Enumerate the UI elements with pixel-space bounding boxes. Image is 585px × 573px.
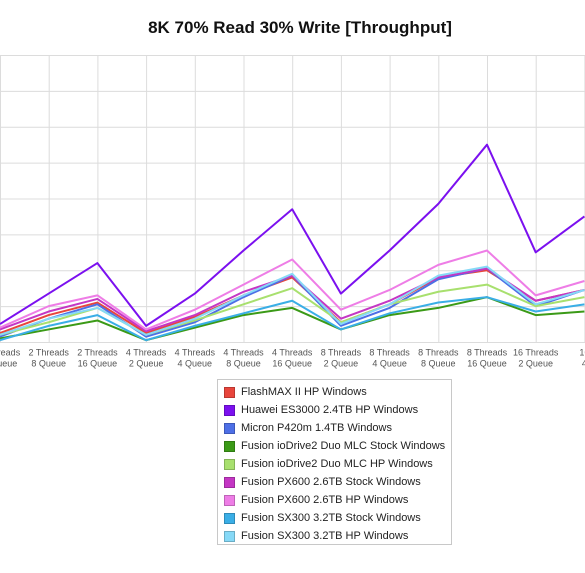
legend-label: Fusion ioDrive2 Duo MLC HP Windows [241, 458, 433, 470]
legend-swatch [224, 530, 235, 542]
legend-item: Fusion SX300 3.2TB Stock Windows [224, 509, 451, 527]
legend-item: Fusion PX600 2.6TB Stock Windows [224, 473, 451, 491]
x-tick-label: 4 Threads 4 Queue [175, 348, 216, 369]
legend-swatch [224, 386, 235, 398]
x-tick-label: 8 Threads 8 Queue [418, 348, 459, 369]
legend-item: Fusion PX600 2.6TB HP Windows [224, 491, 451, 509]
legend-label: FlashMAX II HP Windows [241, 386, 367, 398]
legend-item: FlashMAX II HP Windows [224, 383, 451, 401]
legend-item: Fusion ioDrive2 Duo MLC HP Windows [224, 455, 451, 473]
x-tick-label: 4 Threads 2 Queue [126, 348, 167, 369]
x-tick-label: 8 Threads 4 Queue [369, 348, 410, 369]
series-lines [0, 143, 585, 342]
legend-swatch [224, 458, 235, 470]
chart-title: 8K 70% Read 30% Write [Throughput] [148, 18, 452, 37]
x-tick-label: 4 Threads 16 Queue [272, 348, 313, 369]
legend-label: Huawei ES3000 2.4TB HP Windows [241, 404, 419, 416]
legend-label: Micron P420m 1.4TB Windows [241, 422, 392, 434]
legend-item: Fusion ioDrive2 Duo MLC Stock Windows [224, 437, 451, 455]
series-line [0, 143, 585, 327]
legend-label: Fusion PX600 2.6TB HP Windows [241, 494, 409, 506]
legend-label: Fusion PX600 2.6TB Stock Windows [241, 476, 421, 488]
legend-swatch [224, 440, 235, 452]
legend-swatch [224, 512, 235, 524]
series-line [0, 249, 585, 331]
x-tick-label: 8 Threads 16 Queue [467, 348, 508, 369]
legend-swatch [224, 494, 235, 506]
legend-item: Huawei ES3000 2.4TB HP Windows [224, 401, 451, 419]
legend-item: Fusion SX300 3.2TB HP Windows [224, 527, 451, 545]
legend-item: Micron P420m 1.4TB Windows [224, 419, 451, 437]
series-line [0, 269, 585, 335]
x-tick-label: 16 Threads 2 Queue [513, 348, 559, 369]
legend-swatch [224, 404, 235, 416]
x-tick-label: 164 [579, 348, 585, 369]
x-tick-label: 4 Threads 8 Queue [223, 348, 264, 369]
series-line [0, 265, 585, 336]
legend: FlashMAX II HP Windows Huawei ES3000 2.4T… [217, 379, 452, 545]
x-tick-label: 8 Threads 2 Queue [321, 348, 362, 369]
legend-label: Fusion SX300 3.2TB Stock Windows [241, 512, 421, 524]
legend-label: Fusion SX300 3.2TB HP Windows [241, 530, 409, 542]
legend-label: Fusion ioDrive2 Duo MLC Stock Windows [241, 440, 446, 452]
series-line [0, 296, 585, 342]
series-line [0, 267, 585, 333]
x-tick-label: 2 Threads 8 Queue [29, 348, 70, 369]
legend-swatch [224, 476, 235, 488]
legend-swatch [224, 422, 235, 434]
x-tick-label: 2 Threads 16 Queue [77, 348, 118, 369]
